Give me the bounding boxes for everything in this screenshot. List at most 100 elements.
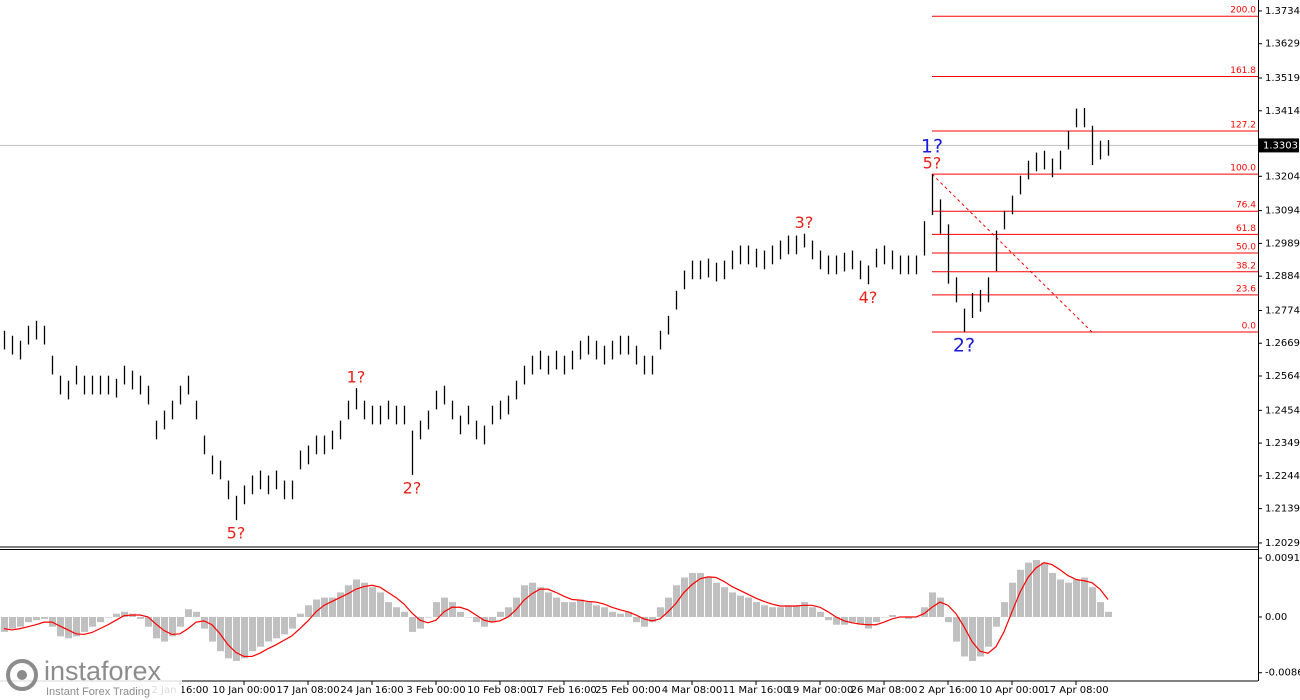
macd-histogram-bar bbox=[577, 599, 584, 617]
macd-histogram-bar bbox=[265, 616, 272, 642]
macd-histogram-bar bbox=[1009, 582, 1016, 617]
macd-histogram-bar bbox=[177, 616, 184, 627]
macd-histogram-bar bbox=[249, 616, 256, 652]
macd-signal-line bbox=[3, 561, 1109, 658]
wave-label: 5? bbox=[923, 154, 942, 173]
macd-histogram-bar bbox=[145, 616, 152, 627]
macd-histogram-bar bbox=[849, 616, 856, 623]
macd-histogram-bar bbox=[1017, 569, 1024, 617]
y-tick-label: 1.2774 bbox=[1265, 305, 1300, 316]
macd-histogram-bar bbox=[865, 616, 872, 629]
macd-histogram-bar bbox=[337, 592, 344, 617]
macd-histogram-bar bbox=[449, 602, 456, 617]
macd-histogram-bar bbox=[193, 611, 200, 617]
x-tick-label: 4 Mar 08:00 bbox=[662, 685, 722, 696]
macd-histogram-bar bbox=[209, 616, 216, 642]
wave-label: 1? bbox=[921, 136, 943, 158]
macd-histogram-bar bbox=[161, 616, 168, 642]
fib-level-label: 61.8 bbox=[1236, 224, 1256, 234]
macd-histogram-bar bbox=[769, 607, 776, 617]
macd-histogram-bar bbox=[1057, 579, 1064, 617]
macd-histogram-bar bbox=[385, 602, 392, 617]
macd-histogram-bar bbox=[609, 611, 616, 617]
macd-histogram-bar bbox=[537, 587, 544, 617]
logo-icon bbox=[6, 659, 38, 691]
macd-histogram-bar bbox=[417, 616, 424, 629]
macd-histogram-bar bbox=[961, 616, 968, 657]
macd-histogram-bar bbox=[169, 616, 176, 637]
macd-histogram-bar bbox=[481, 616, 488, 627]
macd-histogram-bar bbox=[561, 602, 568, 617]
macd-histogram-bar bbox=[441, 597, 448, 617]
macd-histogram-bar bbox=[153, 616, 160, 639]
macd-histogram-bar bbox=[921, 607, 928, 617]
x-tick-label: 10 Feb 08:00 bbox=[467, 685, 533, 696]
wave-label: 1? bbox=[347, 368, 366, 387]
macd-histogram-bar bbox=[489, 616, 496, 623]
macd-histogram-bar bbox=[9, 616, 16, 629]
macd-histogram-bar bbox=[89, 616, 96, 627]
wave-label: 3? bbox=[795, 213, 814, 232]
macd-histogram-bar bbox=[553, 597, 560, 617]
y-tick-label: 1.2244 bbox=[1265, 471, 1300, 482]
macd-histogram-bar bbox=[545, 592, 552, 617]
logo-name: instaforex bbox=[44, 656, 162, 686]
current-price-box bbox=[1259, 138, 1299, 153]
macd-histogram-bar bbox=[1097, 602, 1104, 617]
x-tick-label: 24 Jan 16:00 bbox=[340, 685, 403, 696]
macd-histogram-bar bbox=[497, 611, 504, 617]
wave-label: 5? bbox=[227, 524, 246, 543]
logo-icon bbox=[17, 670, 27, 680]
fib-trend-line bbox=[931, 173, 1093, 333]
macd-histogram-bar bbox=[1073, 579, 1080, 617]
macd-histogram-bar bbox=[833, 616, 840, 625]
macd-histogram-bar bbox=[1041, 562, 1048, 617]
macd-histogram-bar bbox=[593, 605, 600, 617]
wave-label: 2? bbox=[403, 478, 422, 497]
macd-histogram-bar bbox=[641, 616, 648, 627]
macd-histogram-bar bbox=[929, 592, 936, 617]
macd-histogram-bar bbox=[785, 605, 792, 617]
macd-histogram-bar bbox=[241, 616, 248, 659]
macd-histogram-bar bbox=[321, 597, 328, 617]
macd-histogram-bar bbox=[1025, 562, 1032, 617]
macd-histogram-bar bbox=[201, 616, 208, 629]
macd-histogram-bar bbox=[513, 597, 520, 617]
x-tick-label: 19 Mar 00:00 bbox=[787, 685, 854, 696]
current-price-label: 1.3303 bbox=[1263, 140, 1298, 151]
macd-histogram-bar bbox=[433, 602, 440, 617]
x-tick-label: 10 Jan 00:00 bbox=[212, 685, 275, 696]
macd-histogram-bar bbox=[425, 616, 432, 618]
macd-histogram-bar bbox=[345, 585, 352, 617]
macd-histogram-bar bbox=[753, 602, 760, 617]
macd-histogram-bar bbox=[73, 616, 80, 637]
y-tick-label: 1.3094 bbox=[1265, 206, 1300, 217]
macd-histogram-bar bbox=[617, 613, 624, 617]
y-tick-label: 1.3414 bbox=[1265, 106, 1300, 117]
macd-histogram-bar bbox=[705, 577, 712, 617]
y-tick-label: 0.00 bbox=[1265, 612, 1287, 623]
macd-histogram-bar bbox=[393, 607, 400, 617]
macd-histogram-bar bbox=[873, 616, 880, 623]
macd-histogram-bar bbox=[761, 605, 768, 617]
macd-histogram-bar bbox=[289, 616, 296, 629]
macd-histogram-bar bbox=[801, 602, 808, 617]
macd-histogram-bar bbox=[25, 616, 32, 623]
macd-histogram-bar bbox=[313, 599, 320, 617]
macd-histogram-bar bbox=[401, 611, 408, 617]
macd-histogram-bar bbox=[1081, 577, 1088, 617]
macd-histogram-bar bbox=[1049, 572, 1056, 617]
macd-histogram-bar bbox=[633, 616, 640, 623]
x-tick-label: 17 Jan 08:00 bbox=[276, 685, 339, 696]
macd-histogram-bar bbox=[1, 616, 8, 632]
fib-level-label: 200.0 bbox=[1230, 6, 1256, 16]
macd-histogram-bar bbox=[697, 572, 704, 617]
fib-level-label: 0.0 bbox=[1242, 322, 1257, 332]
macd-histogram-bar bbox=[737, 595, 744, 617]
macd-histogram-bar bbox=[377, 592, 384, 617]
wave-label: 4? bbox=[859, 288, 878, 307]
macd-histogram-bar bbox=[81, 616, 88, 632]
macd-histogram-bar bbox=[17, 616, 24, 627]
macd-histogram-bar bbox=[881, 616, 888, 618]
macd-histogram-bar bbox=[625, 611, 632, 617]
